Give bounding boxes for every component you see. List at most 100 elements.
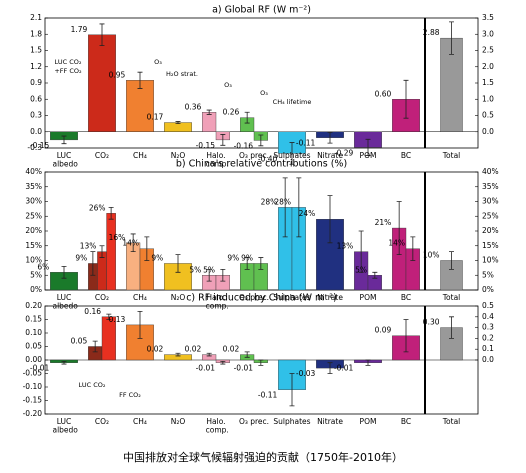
error-bar [99,23,105,47]
y2-tick-label: 40% [482,167,499,176]
annotation: O₃ [154,58,162,66]
bar [202,112,217,132]
bar [88,34,116,132]
x-tick-label: LUC albedo [50,293,78,311]
value-label: 0.30 [423,318,440,327]
error-bar [137,71,143,89]
error-bar [296,177,302,238]
y-tick-label: 0.10 [25,328,42,337]
x-tick-label: O₃ prec. [239,417,269,426]
value-label: -0.11 [296,139,316,148]
annotation: O₃ [224,81,232,89]
error-bar [327,195,333,244]
value-label: 14% [388,239,405,248]
error-bar [403,319,409,353]
x-tick-label: O₃ prec. [239,151,269,160]
bar [126,80,154,132]
error-bar [258,257,264,270]
error-bar [220,134,226,146]
error-bar [206,352,212,357]
y-tick-label: 35% [25,182,42,191]
y-tick-label: 2.1 [30,13,42,22]
value-label: -0.29 [334,148,354,157]
value-label: 21% [375,218,392,227]
y-tick-label: 0.15 [25,315,42,324]
x-tick-label: POM [360,417,377,426]
y2-tick-label: 0.5 [482,111,494,120]
x-tick-label: BC [401,151,411,160]
annotation: FF CO₂ [119,391,141,399]
x-tick-label: O₃ prec. [239,293,269,302]
value-label: -0.01 [30,364,50,373]
error-bar [175,352,181,357]
y-tick-label: -0.15 [23,396,43,405]
y2-tick-label: 15% [482,241,499,250]
error-bar [372,271,378,279]
error-bar [258,359,264,366]
y-tick-label: -0.20 [23,409,43,418]
value-label: 0.95 [109,70,126,79]
x-tick-label: LUC albedo [50,417,78,435]
value-label: 0.02 [185,345,202,354]
y-tick-label: 25% [25,211,42,220]
x-tick-label: CH₄ [133,417,147,426]
y2-tick-label: 5% [482,270,494,279]
x-tick-label: Nitrate [317,293,343,302]
value-label: -0.15 [30,141,50,150]
value-label: 0.16 [84,307,101,316]
value-label: 13% [337,242,354,251]
x-tick-label: Nitrate [317,151,343,160]
value-label: -0.11 [258,391,278,400]
y2-tick-label: 0.0 [482,355,494,364]
y2-tick-label: 0.3 [482,323,494,332]
value-label: 9% [241,253,253,262]
y-tick-label: 20% [25,226,42,235]
error-bar [106,313,112,320]
y2-tick-label: 35% [482,182,499,191]
value-label: 13% [80,242,97,251]
y-tick-label: 0.20 [25,301,42,310]
error-bar [244,351,250,358]
chart-title: a) Global RF (W m⁻²) [212,5,311,16]
value-label: 0.05 [71,337,88,346]
error-bar [244,111,250,124]
value-label: 10% [423,251,440,260]
error-bar [99,245,105,258]
error-bar [282,177,288,238]
value-label: -0.15 [196,141,216,150]
value-label: 24% [299,209,316,218]
y-tick-label: 5% [30,270,42,279]
error-bar [175,121,181,125]
y2-tick-label: 10% [482,256,499,265]
x-tick-label: Halo. comp. [203,417,229,435]
y2-tick-label: 0.2 [482,333,494,342]
y-tick-label: 1.5 [30,46,42,55]
y-tick-label: 0.0 [30,127,42,136]
value-label: 5% [203,265,215,274]
y2-tick-label: 0.4 [482,312,494,321]
annotation: H₂O strat. [166,70,198,78]
x-tick-label: N₂O [171,417,186,426]
chart-title: b) China's relative contributions (%) [176,159,347,170]
value-label: -0.01 [234,364,254,373]
x-tick-label: CO₂ [95,293,109,302]
y2-tick-label: 0.0 [482,127,494,136]
error-bar [258,134,264,147]
value-label: 0.02 [147,345,164,354]
error-bar [327,131,333,144]
value-label: 9% [151,253,163,262]
x-tick-label: LUC albedo [50,151,78,169]
x-tick-label: Nitrate [317,417,343,426]
annotation: LUC CO₂ [79,381,106,389]
value-label: 0.26 [223,108,240,117]
annotation: CH₄ lifetime [273,98,312,106]
error-bar [220,268,226,282]
annotation: O₃ [260,89,268,97]
value-label: 28% [261,197,278,206]
y2-tick-label: 0.5 [482,301,494,310]
y-tick-label: -0.05 [23,369,43,378]
y-tick-label: 40% [25,167,42,176]
x-tick-label: CO₂ [95,417,109,426]
x-tick-label: POM [360,293,377,302]
